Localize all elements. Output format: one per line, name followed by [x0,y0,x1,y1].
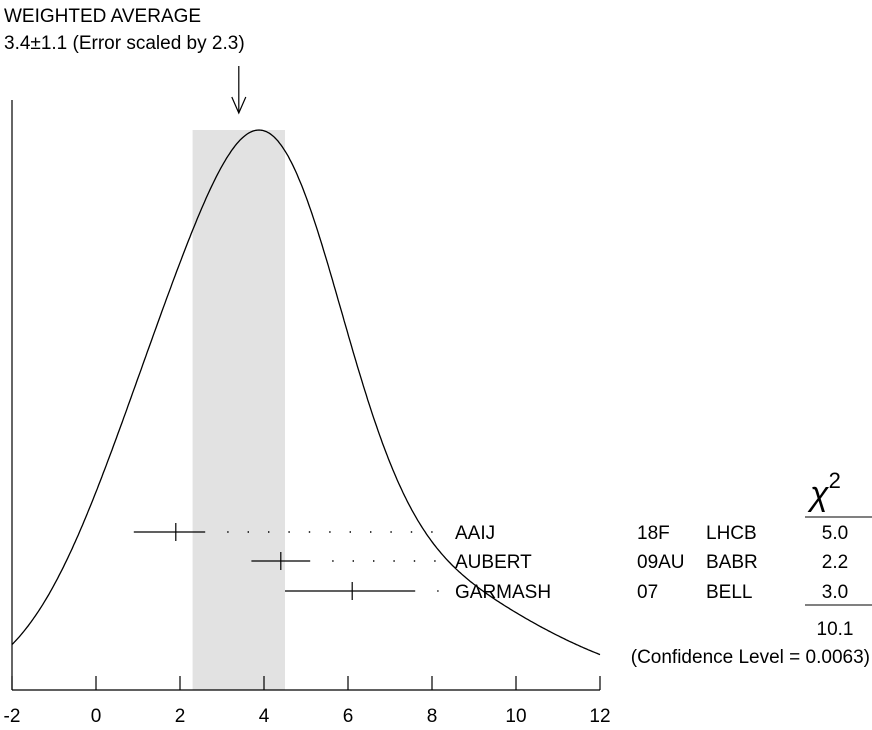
reference-label: 09AU [637,552,685,573]
experiment-label: LHCB [706,523,757,544]
chi2-value: 5.0 [822,523,848,544]
reference-label: 18F [637,523,670,544]
ideogram-curve [11,129,601,656]
x-tick-label: 8 [427,706,438,727]
chi2-value: 3.0 [822,582,848,603]
experiment-label: BELL [706,582,752,603]
measurement-points: AAIJ 18F LHCB 5.0 AUBERT 09AU BABR 2.2 GARMASH 07… [133,523,848,603]
x-tick-label: 12 [589,706,610,727]
chi2-symbol: χ [807,475,830,513]
author-label: AAIJ [455,523,495,544]
arrow-head [231,96,247,115]
x-tick-label: 2 [175,706,186,727]
chi2-header: χ2 [807,468,841,513]
measurement-aaij: AAIJ 18F LHCB 5.0 [133,523,848,544]
author-label: GARMASH [455,582,551,603]
measurement-aubert: AUBERT 09AU BABR 2.2 [251,552,848,573]
reference-label: 07 [637,582,658,603]
measurement-garmash: GARMASH 07 BELL 3.0 [285,582,848,603]
x-tick-label: 4 [259,706,270,727]
x-tick-label: 10 [505,706,526,727]
chi2-value: 2.2 [822,552,848,573]
chart-subtitle: 3.4±1.1 (Error scaled by 2.3) [4,33,245,54]
confidence-level: (Confidence Level = 0.0063) [631,647,870,668]
chi2-power: 2 [829,468,841,493]
experiment-label: BABR [706,552,758,573]
x-tick-label: 6 [343,706,354,727]
chi2-total: 10.1 [817,619,854,640]
x-axis-tick-labels: -2 0 2 4 6 8 10 12 [4,706,611,727]
chart-title: WEIGHTED AVERAGE [4,6,201,27]
x-axis-ticks [11,676,601,690]
average-arrow [231,66,247,115]
author-label: AUBERT [455,552,532,573]
average-band [192,130,285,690]
x-tick-label: -2 [4,706,21,727]
x-tick-label: 0 [91,706,102,727]
